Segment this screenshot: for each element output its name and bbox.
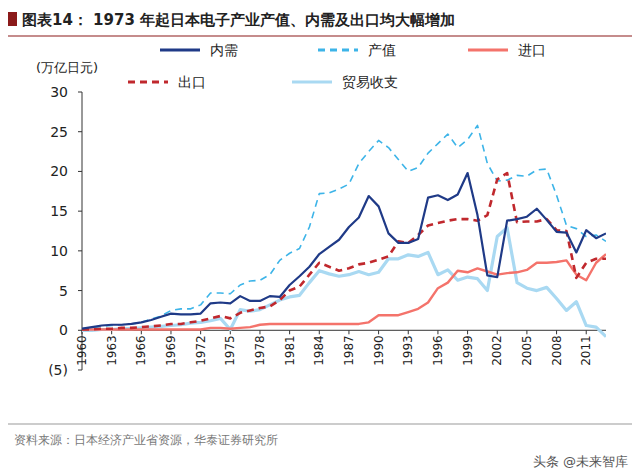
watermark: 头条 @未来智库	[533, 454, 628, 469]
x-tick	[378, 330, 379, 334]
x-tick-label: 2008	[550, 335, 564, 366]
y-tick-label: 0	[59, 322, 68, 338]
y-axis-label: (万亿日元)	[36, 60, 98, 75]
legend-swatch	[128, 81, 168, 84]
y-tick-label: (5)	[48, 362, 68, 378]
x-tick-label: 1972	[194, 335, 208, 366]
x-tick-label: 1996	[431, 335, 445, 366]
x-tick-label: 1978	[253, 335, 267, 366]
title-rule	[8, 35, 632, 36]
series-line	[82, 228, 606, 337]
x-tick-label: 1975	[223, 335, 237, 366]
legend-swatch	[292, 81, 332, 84]
series-line	[82, 125, 606, 328]
chart: 图表14： 1973 年起日本电子产业产值、内需及出口均大幅增加 (5) 0 5 10 1…	[0, 0, 640, 476]
x-tick-label: 2002	[490, 335, 504, 366]
legend-label: 贸易收支	[342, 74, 398, 90]
legend-label: 出口	[178, 74, 206, 90]
series-line	[82, 173, 606, 329]
x-tick-label: 1981	[283, 335, 297, 366]
x-tick-label: 2005	[520, 335, 534, 366]
y-tick	[78, 131, 82, 132]
x-tick	[586, 330, 587, 334]
title: 图表14： 1973 年起日本电子产业产值、内需及出口均大幅增加	[22, 11, 455, 29]
legend-label: 产值	[368, 42, 396, 58]
legend-swatch	[160, 49, 200, 52]
x-tick-label: 1984	[312, 335, 326, 366]
x-tick	[467, 330, 468, 334]
series-line	[82, 254, 606, 329]
legend-swatch	[318, 49, 358, 52]
y-tick-label: 10	[50, 243, 68, 259]
y-tick	[78, 171, 82, 172]
y-tick-label: 25	[50, 124, 68, 140]
plot-area	[82, 125, 606, 336]
x-tick	[497, 330, 498, 334]
source: 资料来源：日本经济产业省资源，华泰证券研究所	[14, 433, 278, 447]
y-tick-label: 30	[50, 84, 68, 100]
x-tick-label: 1987	[342, 335, 356, 366]
x-tick	[141, 330, 142, 334]
y-tick-label: 5	[59, 283, 68, 299]
x-tick	[437, 330, 438, 334]
x-tick-label: 1960	[75, 335, 89, 366]
series-line	[82, 173, 606, 329]
legend-label: 内需	[210, 42, 238, 58]
x-tick	[556, 330, 557, 334]
x-tick	[289, 330, 290, 334]
y-tick	[78, 92, 82, 93]
x-tick-label: 1993	[401, 335, 415, 366]
x-tick-label: 1990	[372, 335, 386, 366]
x-tick	[408, 330, 409, 334]
x-tick	[200, 330, 201, 334]
y-tick-label: 20	[50, 163, 68, 179]
legend-swatch	[468, 49, 508, 52]
y-tick	[78, 211, 82, 212]
x-tick-label: 1963	[105, 335, 119, 366]
y-tick	[78, 370, 82, 371]
x-tick-label: 1999	[461, 335, 475, 366]
legend-label: 进口	[518, 42, 546, 58]
x-tick-label: 1969	[164, 335, 178, 366]
y-tick	[78, 250, 82, 251]
title-icon	[8, 12, 17, 26]
x-tick	[259, 330, 260, 334]
x-tick-label: 2011	[579, 335, 593, 366]
x-tick	[526, 330, 527, 334]
y-tick	[78, 290, 82, 291]
x-tick	[348, 330, 349, 334]
x-tick	[170, 330, 171, 334]
x-tick-label: 1966	[134, 335, 148, 366]
x-tick	[319, 330, 320, 334]
footer-rule	[8, 424, 632, 425]
y-tick	[78, 330, 82, 331]
y-tick-label: 15	[50, 203, 68, 219]
